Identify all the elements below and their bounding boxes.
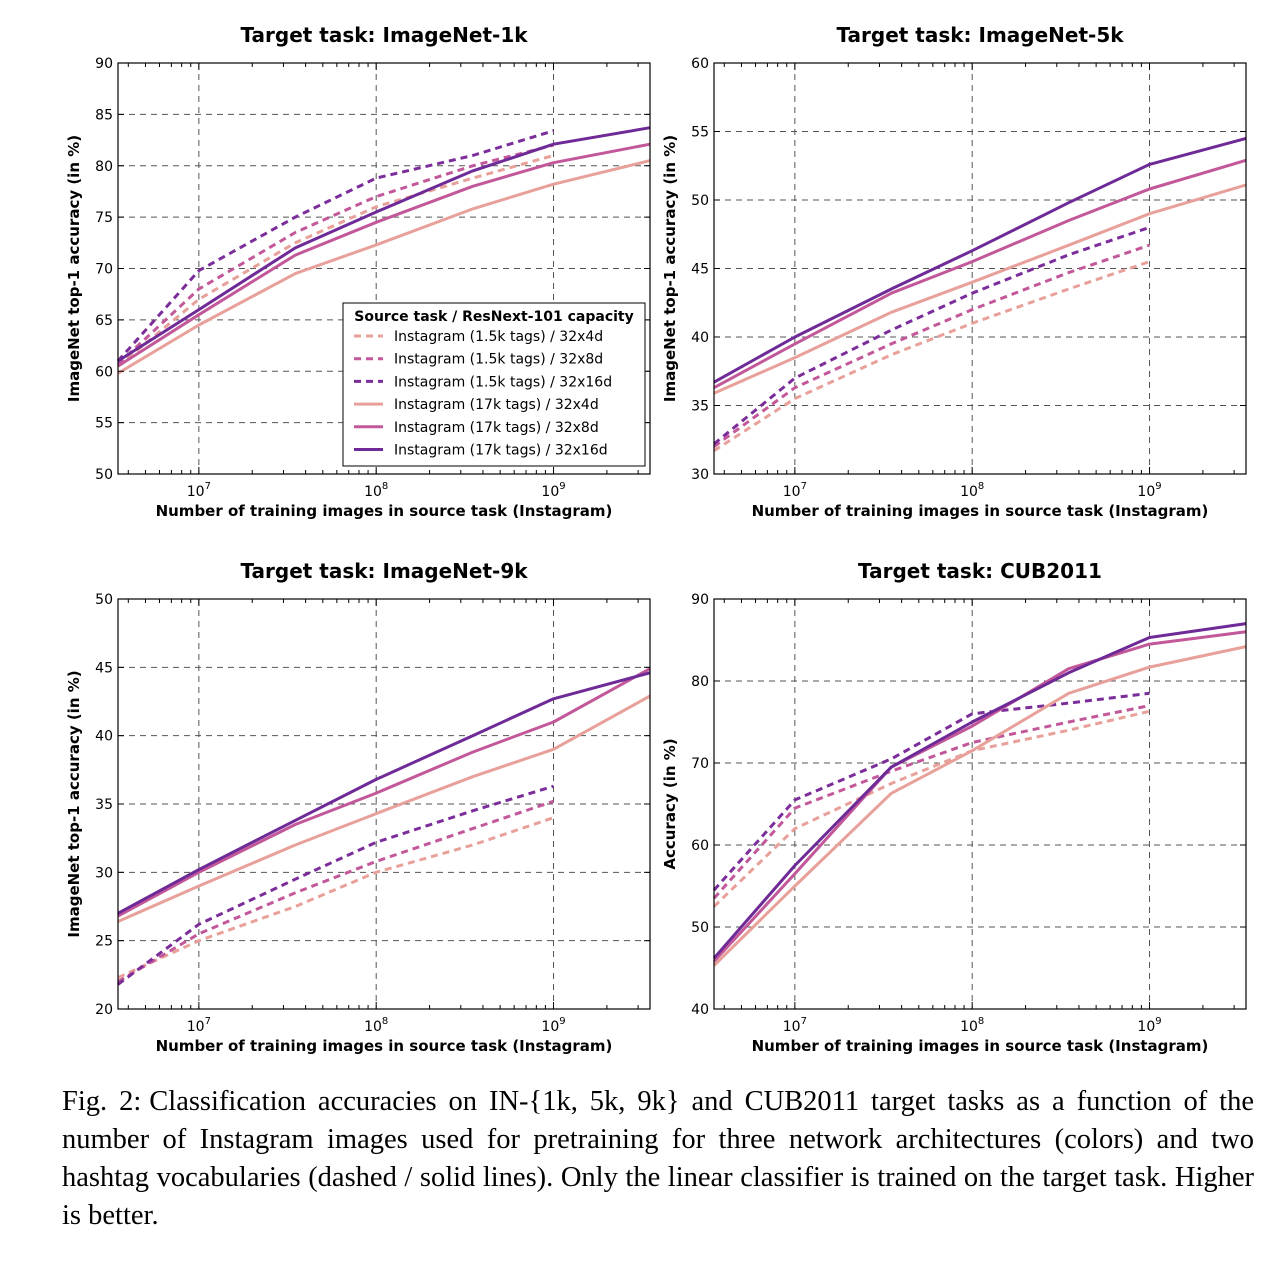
y-tick-label: 45 <box>95 660 113 676</box>
chart-title: Target task: ImageNet-9k <box>240 559 528 583</box>
series-line <box>116 143 554 366</box>
series-line <box>713 183 1247 395</box>
x-tick-label: 109 <box>1137 481 1161 500</box>
series-line <box>713 260 1150 452</box>
y-tick-label: 55 <box>95 416 113 432</box>
legend-title: Source task / ResNext-101 capacity <box>354 309 633 325</box>
y-tick-label: 70 <box>691 756 709 772</box>
series-line <box>712 704 1150 900</box>
series-line <box>712 630 1247 963</box>
x-tick-label: 107 <box>783 481 807 500</box>
y-tick-label: 50 <box>691 193 709 209</box>
series-line <box>117 694 651 923</box>
y-tick-label: 20 <box>95 1002 113 1018</box>
figure-caption: Fig. 2: Classification accuracies on IN-{… <box>62 1083 1254 1235</box>
x-axis-label: Number of training images in source task… <box>156 1037 613 1055</box>
chart-title: Target task: ImageNet-1k <box>240 23 528 47</box>
series-line <box>712 709 1150 908</box>
x-tick-label: 108 <box>364 481 388 500</box>
series-line <box>117 154 554 368</box>
x-tick-label: 108 <box>364 1016 388 1035</box>
chart-panel-3: 20 25 30 35 40 45 50 107 108 109 Target task: Imag… <box>65 559 651 1055</box>
legend-entry: Instagram (1.5k tags) / 32x8d <box>394 352 603 368</box>
y-tick-label: 25 <box>95 934 113 950</box>
chart-panel-1: 50 55 60 65 70 75 80 85 90 107 108 109 Target task: … <box>65 23 651 520</box>
x-tick-label: 108 <box>960 1016 984 1035</box>
y-tick-label: 80 <box>691 674 709 690</box>
y-tick-label: 70 <box>95 262 113 278</box>
legend: Source task / ResNext-101 capacity Instag… <box>342 302 646 467</box>
plot-frame <box>713 598 1247 1010</box>
x-tick-label: 109 <box>1137 1016 1161 1035</box>
series-line <box>117 784 554 986</box>
y-axis-label: ImageNet top-1 accuracy (in %) <box>65 670 83 937</box>
caption-text: Classification accuracies on IN-{1k, 5k,… <box>62 1086 1255 1231</box>
x-tick-label: 109 <box>541 481 565 500</box>
series-line <box>713 136 1247 384</box>
series-line <box>713 243 1150 448</box>
series-line <box>712 691 1150 892</box>
y-tick-label: 65 <box>95 313 113 329</box>
series-line <box>713 225 1150 446</box>
figure: 50 55 60 65 70 75 80 85 90 107 108 109 Target task: … <box>65 23 1247 1055</box>
y-tick-label: 60 <box>95 364 113 380</box>
x-axis-label: Number of training images in source task… <box>752 1037 1209 1055</box>
y-tick-label: 60 <box>691 838 709 854</box>
y-tick-label: 50 <box>691 920 709 936</box>
y-tick-label: 90 <box>691 592 709 608</box>
series-line <box>117 126 651 363</box>
y-tick-label: 40 <box>691 1002 709 1018</box>
y-tick-label: 80 <box>95 159 113 175</box>
series-line <box>116 129 554 363</box>
series-line <box>117 142 651 368</box>
y-tick-label: 35 <box>691 399 709 415</box>
chart-panel-2: 30 35 40 45 50 55 60 107 108 109 Target task: Imag… <box>661 23 1247 520</box>
chart-title: Target task: ImageNet-5k <box>836 23 1124 47</box>
x-tick-label: 109 <box>541 1016 565 1035</box>
x-tick-label: 108 <box>960 481 984 500</box>
y-axis-label: ImageNet top-1 accuracy (in %) <box>65 135 83 402</box>
y-axis-label: Accuracy (in %) <box>661 738 679 869</box>
y-tick-label: 90 <box>95 56 113 72</box>
x-tick-label: 107 <box>187 1016 211 1035</box>
series-line <box>712 622 1247 960</box>
series-line <box>712 645 1247 967</box>
y-axis-label: ImageNet top-1 accuracy (in %) <box>661 135 679 402</box>
x-axis-label: Number of training images in source task… <box>156 502 613 520</box>
series-line <box>117 671 651 915</box>
legend-entry: Instagram (17k tags) / 32x16d <box>394 443 608 459</box>
series-line <box>117 667 651 918</box>
series-line <box>117 799 554 983</box>
y-tick-label: 45 <box>691 262 709 278</box>
legend-entry: Instagram (17k tags) / 32x8d <box>394 420 599 436</box>
legend-entry: Instagram (1.5k tags) / 32x16d <box>394 374 612 390</box>
y-tick-label: 85 <box>95 107 113 123</box>
y-tick-label: 50 <box>95 467 113 483</box>
x-tick-label: 107 <box>783 1016 807 1035</box>
caption-label: Fig. 2: <box>62 1086 142 1117</box>
y-tick-label: 50 <box>95 592 113 608</box>
x-axis-label: Number of training images in source task… <box>752 502 1209 520</box>
y-tick-label: 60 <box>691 56 709 72</box>
series-line <box>117 816 554 979</box>
series-line <box>713 158 1247 390</box>
y-tick-label: 30 <box>691 467 709 483</box>
legend-entry: Instagram (1.5k tags) / 32x4d <box>394 329 603 345</box>
y-tick-label: 30 <box>95 865 113 881</box>
y-tick-label: 40 <box>691 330 709 346</box>
y-tick-label: 40 <box>95 729 113 745</box>
series-line <box>117 159 651 375</box>
y-tick-label: 75 <box>95 210 113 226</box>
y-tick-label: 55 <box>691 125 709 141</box>
x-tick-label: 107 <box>187 481 211 500</box>
chart-panel-4: 40 50 60 70 80 90 107 108 109 Target task: CUB201… <box>661 559 1247 1055</box>
legend-entry: Instagram (17k tags) / 32x4d <box>394 397 599 413</box>
y-tick-label: 35 <box>95 797 113 813</box>
chart-title: Target task: CUB2011 <box>858 559 1102 583</box>
legend-box <box>342 302 646 467</box>
